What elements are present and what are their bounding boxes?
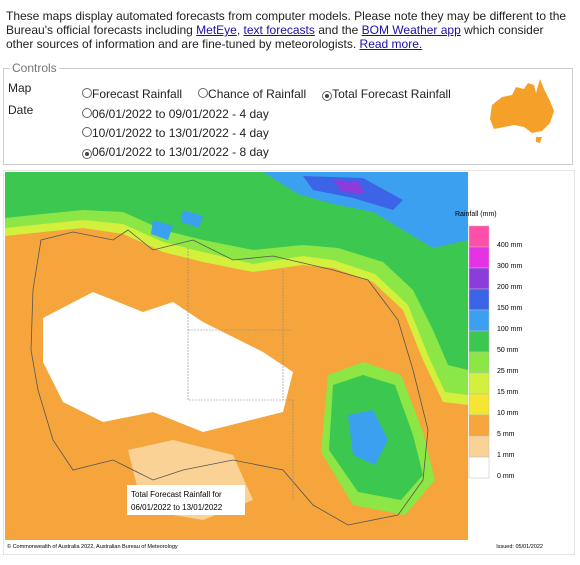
intro-text-part: , (236, 23, 244, 37)
controls: Controls Map Date Forecast Rainfall Chanc… (3, 61, 573, 165)
map-options: Forecast Rainfall Chance of Rainfall Total… (82, 87, 451, 101)
radio-option[interactable]: Total Forecast Rainfall (322, 87, 451, 101)
legend-swatch (468, 330, 490, 353)
legend-label: 15 mm (497, 389, 519, 396)
legend-swatch (468, 246, 490, 269)
date-row: 06/01/2022 to 09/01/2022 - 4 day (82, 107, 269, 121)
legend-swatch (468, 225, 490, 248)
rainfall-map: Total Forecast Rainfall for 06/01/2022 t… (3, 170, 575, 555)
legend-label: 5 mm (497, 431, 515, 438)
radio-label: 10/01/2022 to 13/01/2022 - 4 day (92, 126, 269, 140)
australia-shape (490, 79, 554, 143)
date-label: Date (8, 103, 34, 117)
radio-label: 06/01/2022 to 13/01/2022 - 8 day (92, 145, 269, 159)
date-row: 06/01/2022 to 13/01/2022 - 8 day (82, 145, 269, 159)
intro-text-part: and the (314, 23, 362, 37)
legend-swatch (468, 393, 490, 416)
legend-label: 150 mm (497, 305, 522, 312)
radio-label: Forecast Rainfall (92, 87, 183, 101)
intro-text-part: which consider other sources of informat… (6, 23, 544, 51)
legend-swatch (468, 435, 490, 458)
legend-label: 400 mm (497, 242, 522, 249)
caption-box (127, 485, 245, 515)
link[interactable]: text forecasts (243, 23, 315, 37)
legend-label: 100 mm (497, 326, 522, 333)
radio-button[interactable] (322, 91, 333, 101)
radio-option[interactable]: 06/01/2022 to 13/01/2022 - 8 day (82, 145, 269, 159)
intro-text-part: These maps display automated forecasts f… (6, 9, 567, 37)
radio-option[interactable]: 10/01/2022 to 13/01/2022 - 4 day (82, 126, 269, 140)
radio-option[interactable]: Chance of Rainfall (198, 87, 306, 101)
radio-button[interactable] (82, 127, 92, 137)
radio-button[interactable] (82, 149, 92, 159)
legend-swatch (468, 456, 490, 479)
legend-label: 50 mm (497, 347, 519, 354)
legend-label: 25 mm (497, 368, 519, 375)
intro-text: These maps display automated forecasts f… (6, 9, 574, 51)
radio-label: 06/01/2022 to 09/01/2022 - 4 day (92, 107, 269, 121)
radio-option[interactable]: Forecast Rainfall (82, 87, 182, 101)
link[interactable]: MetEye (196, 23, 237, 37)
radio-label: Chance of Rainfall (208, 87, 307, 101)
legend-label: 1 mm (497, 452, 515, 459)
radio-option[interactable]: 06/01/2022 to 09/01/2022 - 4 day (82, 107, 269, 121)
copyright: © Commonwealth of Australia 2022, Austra… (7, 543, 178, 550)
radio-button[interactable] (82, 88, 92, 98)
caption-line: 06/01/2022 to 13/01/2022 (131, 503, 223, 512)
link[interactable]: BOM Weather app (361, 23, 461, 37)
link[interactable]: Read more. (359, 37, 423, 51)
legend-label: 10 mm (497, 410, 519, 417)
radio-button[interactable] (198, 88, 209, 98)
legend-label: 0 mm (497, 473, 515, 480)
radio-label: Total Forecast Rainfall (332, 87, 451, 101)
legend-swatch (468, 372, 490, 395)
caption-line: Total Forecast Rainfall for (131, 490, 222, 499)
map-image (5, 172, 468, 540)
controls-legend: Controls (10, 61, 59, 75)
legend-swatch (468, 351, 490, 374)
legend-swatch (468, 267, 490, 290)
date-row: 10/01/2022 to 13/01/2022 - 4 day (82, 126, 269, 140)
australia-icon (490, 79, 554, 143)
legend-swatch (468, 414, 490, 437)
legend-swatch (468, 288, 490, 311)
issued-date: Issued: 05/01/2022 (496, 544, 543, 550)
legend-label: 200 mm (497, 284, 522, 291)
radio-button[interactable] (82, 108, 92, 118)
legend-swatch (468, 309, 490, 332)
legend-label: 300 mm (497, 263, 522, 270)
legend-title: Rainfall (mm) (455, 211, 497, 218)
map-label: Map (8, 81, 32, 95)
